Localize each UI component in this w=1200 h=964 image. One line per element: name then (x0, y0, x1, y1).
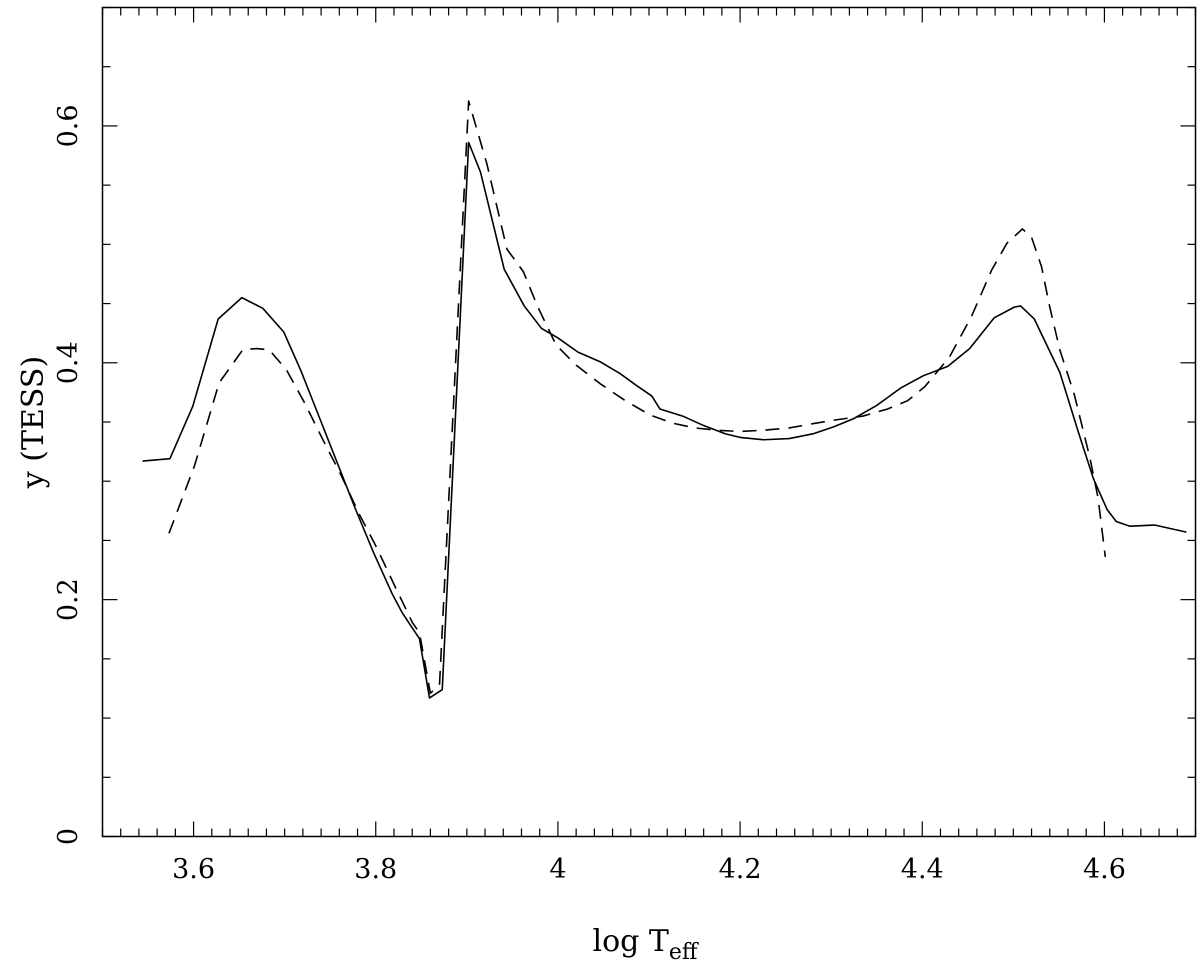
plot-frame (101, 6, 1197, 838)
y-tick-label: 0 (53, 828, 84, 845)
y-axis-label: y (TESS) (16, 356, 51, 489)
axis-ticks (101, 6, 1197, 838)
y-tick-label: 0.6 (53, 104, 84, 147)
y-tick-label: 0.4 (53, 341, 84, 384)
x-tick-label: 4.2 (719, 854, 762, 885)
x-tick-label: 3.6 (172, 854, 215, 885)
x-axis-label: log Teff (592, 924, 698, 964)
x-tick-label: 4 (549, 854, 566, 885)
x-tick-label: 3.8 (354, 854, 397, 885)
solid-series-line (142, 141, 1187, 699)
tick-labels: 3.6 3.8 4 4.2 4.4 4.6 0 0.2 0.4 0.6 (53, 104, 1126, 885)
dashed-series-line (168, 100, 1107, 694)
x-axis-label-main: log T (592, 924, 668, 959)
x-axis-label-sub: eff (669, 940, 699, 964)
x-tick-label: 4.6 (1083, 854, 1126, 885)
x-tick-label: 4.4 (901, 854, 944, 885)
y-tick-label: 0.2 (53, 578, 84, 621)
series-lines (142, 100, 1187, 699)
